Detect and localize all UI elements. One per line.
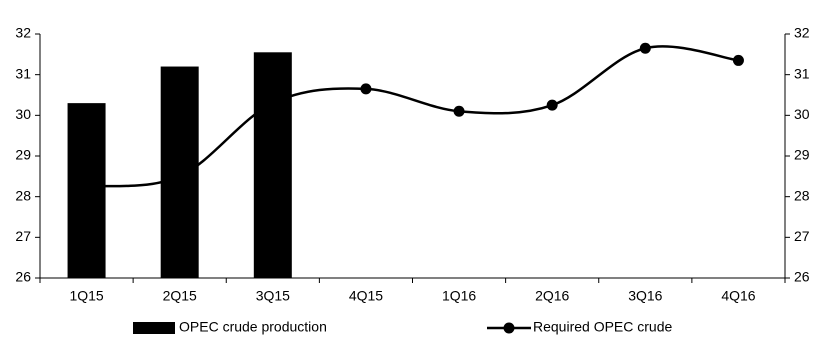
legend-swatch — [503, 322, 515, 334]
y-tick-label: 32 — [15, 25, 31, 41]
y-tick-label: 31 — [15, 65, 31, 81]
legend-label: OPEC crude production — [179, 319, 327, 335]
line-marker — [732, 54, 744, 66]
x-tick-label: 4Q16 — [721, 288, 755, 304]
y-tick-label: 27 — [15, 228, 31, 244]
line-marker — [360, 83, 372, 95]
y-tick-label: 28 — [15, 187, 31, 203]
y-tick-label: 30 — [15, 106, 31, 122]
x-tick-label: 2Q15 — [163, 288, 197, 304]
x-tick-label: 3Q16 — [628, 288, 662, 304]
y2-tick-label: 26 — [794, 269, 810, 285]
legend-swatch — [133, 322, 175, 334]
y2-tick-label: 29 — [794, 147, 810, 163]
line-marker — [639, 42, 651, 54]
y-tick-label: 26 — [15, 269, 31, 285]
y2-tick-label: 28 — [794, 187, 810, 203]
x-tick-label: 2Q16 — [535, 288, 569, 304]
bar — [160, 66, 199, 279]
x-tick-label: 3Q15 — [256, 288, 290, 304]
y2-tick-label: 31 — [794, 65, 810, 81]
y2-tick-label: 32 — [794, 25, 810, 41]
bar — [67, 103, 106, 278]
x-tick-label: 4Q15 — [349, 288, 383, 304]
y2-tick-label: 27 — [794, 228, 810, 244]
y2-tick-label: 30 — [794, 106, 810, 122]
legend-label: Required OPEC crude — [533, 319, 673, 335]
line-marker — [546, 99, 558, 111]
x-tick-label: 1Q15 — [69, 288, 103, 304]
line-marker — [453, 105, 465, 117]
bar — [253, 52, 292, 278]
x-tick-label: 1Q16 — [442, 288, 476, 304]
y-tick-label: 29 — [15, 147, 31, 163]
